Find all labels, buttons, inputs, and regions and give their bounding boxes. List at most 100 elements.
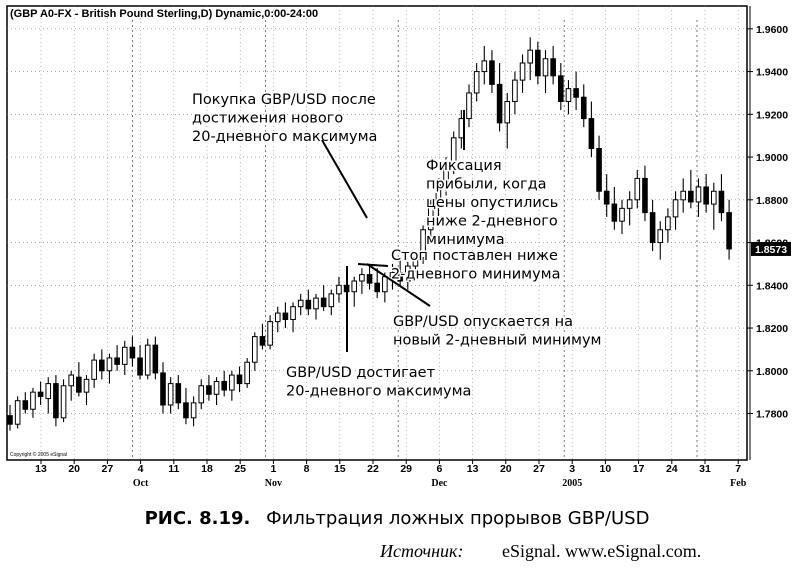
- candle-body: [359, 274, 365, 282]
- annotation-text: минимума: [426, 232, 505, 248]
- candle-body: [366, 274, 373, 284]
- candle-body: [60, 385, 67, 419]
- annotation-text: новый 2-дневный минимум: [393, 333, 602, 349]
- candle-body: [297, 299, 304, 308]
- month-separators: [132, 20, 698, 460]
- annotation-text: Покупка GBP/USD после: [192, 92, 376, 108]
- candle-body: [305, 299, 312, 310]
- candle-body: [175, 383, 182, 404]
- candle-body: [688, 190, 694, 203]
- annotation-text: ниже 2-дневного: [426, 214, 558, 230]
- candle-body: [596, 148, 602, 192]
- candle-body: [565, 88, 572, 102]
- candle-body: [389, 271, 396, 278]
- candle-body: [657, 229, 664, 244]
- candle-body: [290, 306, 296, 320]
- candle-body: [405, 265, 411, 282]
- candle-body: [703, 186, 709, 205]
- last-price-box: [751, 241, 791, 256]
- source-text: eSignal. www.eSignal.com.: [501, 541, 702, 561]
- candle-body: [91, 359, 97, 380]
- candle-body: [420, 229, 426, 259]
- x-tick-label: 11: [168, 463, 179, 475]
- candle-body: [489, 60, 495, 85]
- candle-body: [519, 62, 526, 81]
- candle-body: [435, 184, 442, 205]
- candle-body: [213, 380, 220, 395]
- candle-body: [137, 357, 143, 376]
- candle-body: [649, 212, 656, 244]
- candle-body: [37, 391, 44, 397]
- candle-body: [244, 361, 250, 385]
- x-tick-label: 13: [35, 463, 47, 475]
- candle-body: [267, 321, 273, 346]
- candle-body: [527, 49, 534, 64]
- annotation-text: 20-дневного максимума: [286, 384, 471, 400]
- candle-body: [443, 162, 449, 186]
- candle-body: [236, 374, 243, 385]
- candle-body: [129, 346, 136, 359]
- month-label: Nov: [265, 478, 282, 489]
- x-tick-label: 4: [138, 463, 144, 475]
- candle-body: [634, 177, 641, 201]
- annotations: Покупка GBP/USD после достижения нового 20…: [191, 91, 604, 402]
- annotation-pointer: [357, 263, 389, 267]
- annotation-pointer: [366, 263, 431, 307]
- candles: [7, 37, 732, 431]
- x-tick-label: 22: [367, 463, 379, 475]
- candle-body: [259, 336, 266, 346]
- x-tick-label: 29: [400, 463, 412, 475]
- x-axis: 13 20 27 4 11 18 25 1 8 15 22 29 6 13 20 27 3 10 17 24 31 7Oc…: [35, 460, 747, 489]
- month-label: Feb: [730, 478, 747, 489]
- candle-body: [496, 83, 503, 124]
- candle-body: [665, 216, 671, 231]
- annotation-text: 20-дневного максимума: [192, 129, 377, 145]
- candle-body: [83, 378, 90, 393]
- annotation-pointer: [321, 139, 368, 219]
- x-tick-label: 7: [735, 463, 741, 475]
- x-tick-label: 18: [201, 463, 213, 475]
- candle-body: [558, 75, 564, 102]
- candle-body: [619, 207, 625, 222]
- candle-body: [550, 58, 556, 77]
- candle-body: [351, 280, 358, 293]
- x-tick-label: 1: [270, 463, 276, 475]
- source-label: Источник:: [380, 541, 464, 561]
- y-tick-label: 1.9000: [756, 152, 788, 164]
- x-tick-label: 27: [533, 463, 545, 475]
- candle-body: [320, 297, 327, 308]
- candle-body: [382, 276, 388, 293]
- candle-body: [672, 199, 679, 218]
- candle-body: [160, 372, 166, 406]
- candle-body: [473, 71, 480, 94]
- candle-body: [22, 400, 29, 410]
- candle-body: [106, 357, 113, 372]
- candle-body: [14, 400, 21, 425]
- candle-body: [53, 383, 59, 419]
- y-tick-label: 1.8400: [756, 280, 788, 292]
- x-tick-label: 13: [467, 463, 479, 475]
- figure-caption: РИС. 8.19. Фильтрация ложных прорывов GB…: [0, 508, 794, 529]
- candle-body: [152, 344, 159, 374]
- candle-body: [221, 380, 227, 391]
- candle-body: [45, 383, 52, 400]
- candle-body: [229, 374, 235, 391]
- month-label: Dec: [431, 478, 448, 489]
- chart-title: (GBP A0-FX - British Pound Sterling,D) D…: [10, 8, 318, 20]
- plot-frame: [6, 5, 748, 461]
- y-tick-label: 1.9600: [756, 24, 788, 36]
- candle-body: [68, 374, 75, 387]
- annotation-text: цены опустились: [426, 195, 558, 211]
- candle-body: [695, 186, 702, 203]
- candle-body: [114, 357, 120, 365]
- candle-body: [121, 346, 128, 365]
- candle-body: [588, 118, 595, 150]
- y-axis: 1.96001.94001.92001.90001.88001.86001.84…: [747, 6, 791, 460]
- x-tick-label: 24: [666, 463, 678, 475]
- candle-body: [535, 49, 541, 77]
- y-tick-label: 1.9400: [756, 67, 788, 79]
- figure-number: РИС. 8.19.: [144, 508, 251, 529]
- candle-body: [542, 58, 549, 77]
- candle-body: [680, 190, 687, 201]
- candle-body: [274, 312, 281, 323]
